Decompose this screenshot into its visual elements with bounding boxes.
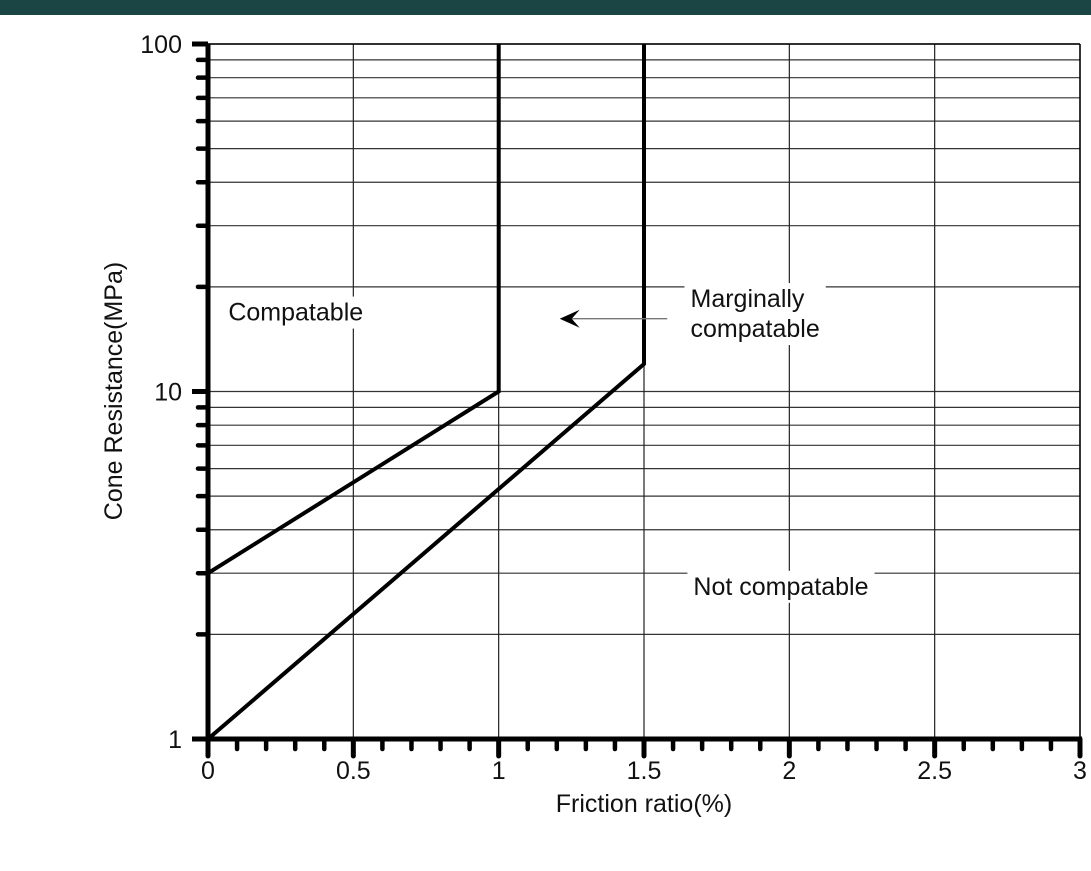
x-tick-label: 1.5 <box>627 757 662 785</box>
chart-annotations: Compatable Marginally compatable Not compat… <box>222 283 875 603</box>
x-tick-label: 3 <box>1073 757 1087 785</box>
annotation-text: Not compatable <box>693 573 868 601</box>
series-line-1 <box>206 44 501 575</box>
x-tick-label: 2 <box>782 757 796 785</box>
axes: 1 10 100 0 0.5 1 1.5 2 2.5 3 <box>140 31 1087 785</box>
x-tick-label: 0 <box>201 757 215 785</box>
chart-series <box>206 44 646 741</box>
y-tick-label: 1 <box>168 726 182 754</box>
x-axis-title: Friction ratio(%) <box>556 790 732 818</box>
annotation-compatable: Compatable <box>222 296 370 329</box>
annotation-text: Marginally compatable <box>691 285 820 343</box>
annotation-not-compatable: Not compatable <box>687 570 875 603</box>
y-tick-label: 10 <box>154 379 182 407</box>
series-line-2 <box>206 44 646 741</box>
annotation-text: Compatable <box>228 299 363 327</box>
x-tick-label: 1 <box>492 757 506 785</box>
y-tick-label: 100 <box>140 31 182 59</box>
y-axis-title: Cone Resistance(MPa) <box>100 262 128 520</box>
header-bar <box>0 0 1091 15</box>
x-tick-label: 0.5 <box>336 757 371 785</box>
grid-lines <box>208 43 1081 739</box>
arrow-left-icon <box>559 309 580 328</box>
annotation-marginal: Marginally compatable <box>684 283 826 346</box>
x-tick-label: 2.5 <box>917 757 952 785</box>
